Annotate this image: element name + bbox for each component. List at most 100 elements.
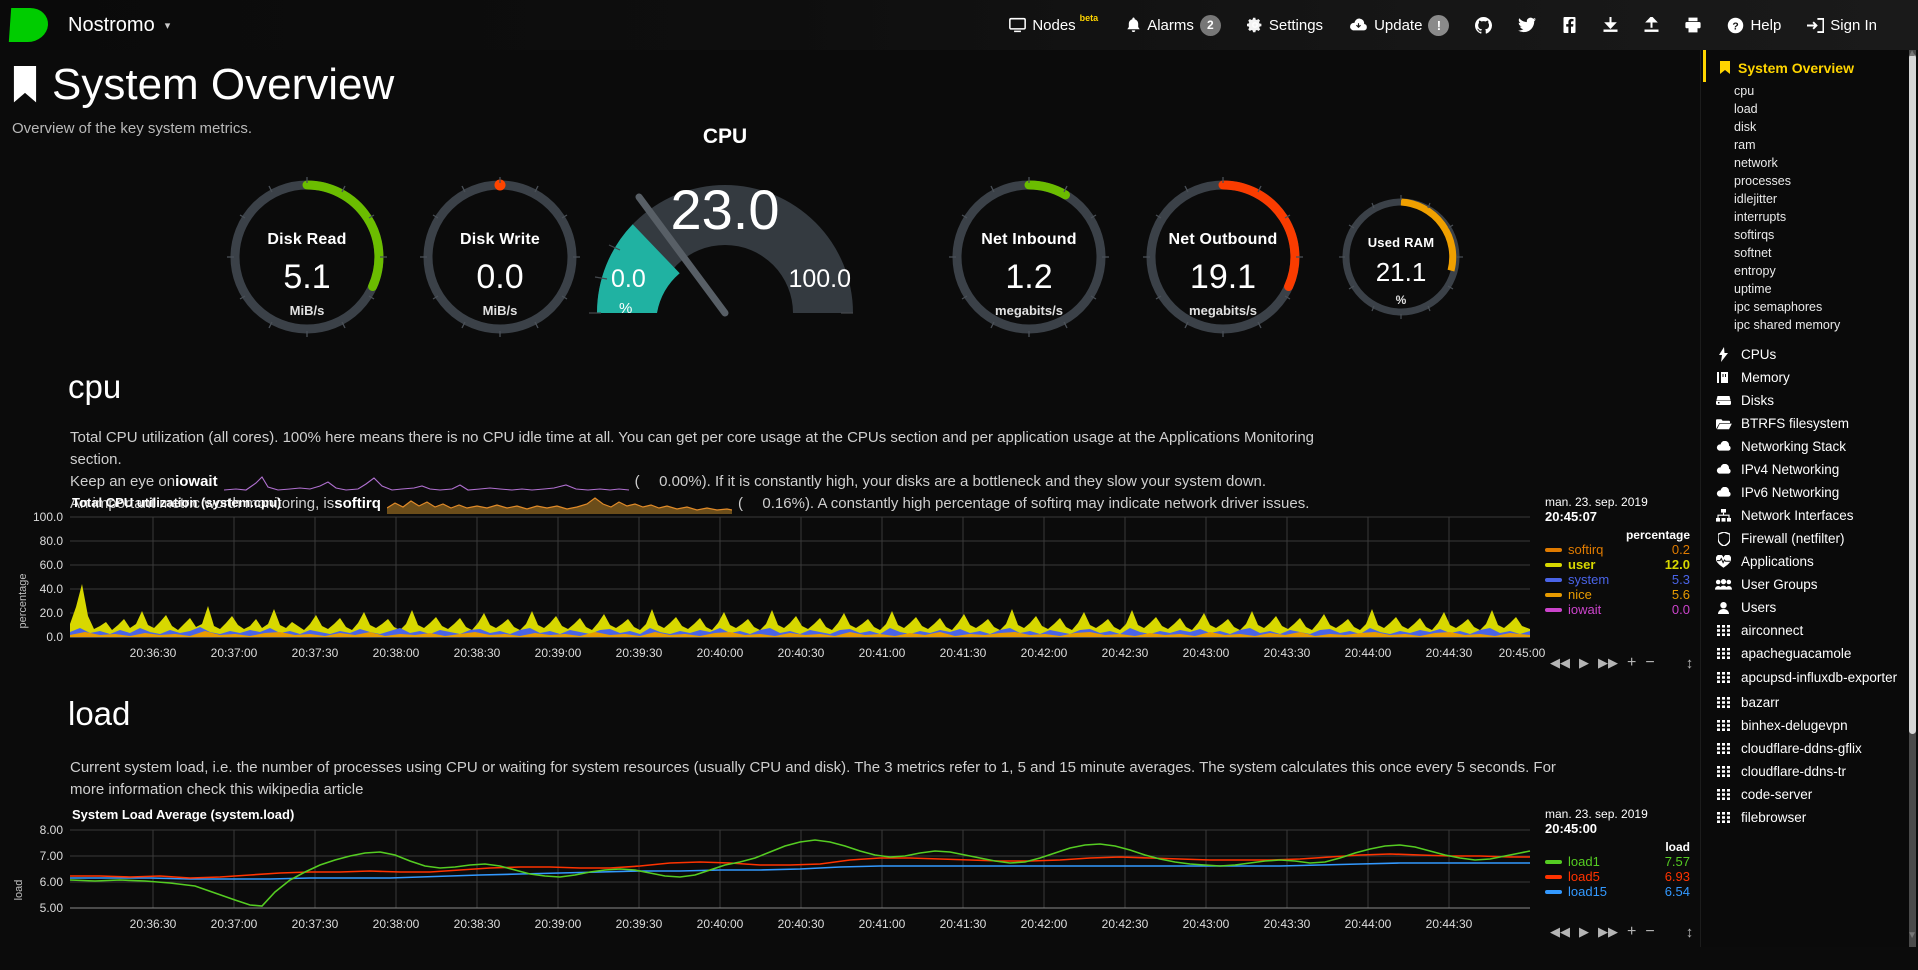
- sidebar-item-cpus[interactable]: CPUs: [1701, 343, 1918, 366]
- nav-alarms[interactable]: Alarms 2: [1113, 0, 1234, 50]
- nav-print[interactable]: [1672, 0, 1714, 50]
- cpu-play-button[interactable]: ▶: [1579, 655, 1589, 670]
- nav-facebook[interactable]: [1549, 0, 1590, 50]
- monitor-icon: [1009, 17, 1027, 32]
- iowait-value: 0.0: [1671, 602, 1690, 617]
- gauge-disk-write[interactable]: Disk Write 0.0 MiB/s: [415, 173, 585, 341]
- load-ytick-6: 6.00: [40, 875, 64, 889]
- sidebar-item-ram[interactable]: ram: [1734, 138, 1756, 152]
- gauge-net-inbound[interactable]: Net Inbound 1.2 megabits/s: [944, 173, 1114, 341]
- chevron-down-icon[interactable]: ▾: [164, 19, 171, 32]
- cpu-info-2-post: ). If it is constantly high, your disks …: [701, 473, 1267, 491]
- sidebar-item-cloudflare-ddns-gflix[interactable]: cloudflare-ddns-gflix: [1701, 737, 1918, 760]
- legend-row-load5[interactable]: load5 6.93: [1545, 869, 1690, 884]
- cpu-gauge-value: 23.0: [670, 178, 780, 241]
- sidebar-scroll-up-arrow[interactable]: ▲: [1907, 50, 1917, 59]
- sidebar-item-interrupts[interactable]: interrupts: [1734, 210, 1787, 224]
- sidebar-item-load[interactable]: load: [1734, 102, 1758, 116]
- sidebar-item-ipc-semaphores[interactable]: ipc semaphores: [1734, 300, 1823, 314]
- sidebar-item-apacheguacamole[interactable]: apacheguacamole: [1701, 642, 1918, 665]
- sidebar-item-network-interfaces[interactable]: Network Interfaces: [1701, 504, 1918, 527]
- nav-export[interactable]: [1631, 0, 1672, 50]
- sidebar-item-apcupsd-influxdb-exporter[interactable]: apcupsd-influxdb-exporter: [1701, 665, 1918, 691]
- nav-nodes-label: Nodes: [1032, 16, 1076, 34]
- sidebar-scrollbar-thumb[interactable]: [1909, 54, 1916, 734]
- legend-row-softirq[interactable]: softirq 0.2: [1545, 542, 1690, 557]
- chart-system-load[interactable]: System Load Average (system.load) load 8…: [0, 807, 1700, 960]
- sidebar-item-ipc-shared-memory[interactable]: ipc shared memory: [1734, 318, 1841, 332]
- nav-settings[interactable]: Settings: [1234, 0, 1336, 50]
- legend-row-load15[interactable]: load15 6.54: [1545, 884, 1690, 899]
- sidebar-item-filebrowser[interactable]: filebrowser: [1701, 806, 1918, 829]
- sidebar-item-btrfs-filesystem[interactable]: BTRFS filesystem: [1701, 412, 1918, 435]
- sidebar-item-network[interactable]: network: [1734, 156, 1778, 170]
- sidebar-item-memory[interactable]: Memory: [1701, 366, 1918, 389]
- legend-row-iowait[interactable]: iowait 0.0: [1545, 602, 1690, 617]
- sidebar-item-binhex-label: binhex-delugevpn: [1741, 718, 1848, 734]
- sidebar-item-binhex-delugevpn[interactable]: binhex-delugevpn: [1701, 714, 1918, 737]
- host-name[interactable]: Nostromo: [68, 13, 155, 36]
- load-zoom-in-button[interactable]: +: [1627, 923, 1637, 940]
- chart-system-cpu-toolbox[interactable]: ◀◀ ▶ ▶▶ + − ↕: [1550, 654, 1693, 672]
- sidebar-item-applications[interactable]: Applications: [1701, 550, 1918, 573]
- nav-nodes[interactable]: Nodes beta: [996, 0, 1113, 50]
- sidebar-item-cloudflare-ddns-tr[interactable]: cloudflare-ddns-tr: [1701, 760, 1918, 783]
- legend-row-user[interactable]: user 12.0: [1545, 557, 1690, 572]
- sidebar-item-code-server[interactable]: code-server: [1701, 783, 1918, 806]
- sidebar-item-ipv4-networking[interactable]: IPv4 Networking: [1701, 458, 1918, 481]
- cpu-reset-button[interactable]: ◀◀: [1550, 655, 1570, 670]
- sidebar-item-firewall[interactable]: Firewall (netfilter): [1701, 527, 1918, 550]
- legend-row-system[interactable]: system 5.3: [1545, 572, 1690, 587]
- sidebar-item-softnet[interactable]: softnet: [1734, 246, 1772, 260]
- sidebar-scroll-down-arrow[interactable]: ▼: [1907, 930, 1917, 941]
- sidebar-item-ipv6-label: IPv6 Networking: [1741, 485, 1840, 500]
- sidebar-item-softirqs[interactable]: softirqs: [1734, 228, 1775, 242]
- load-play-button[interactable]: ▶: [1579, 924, 1589, 939]
- gauge-disk-read[interactable]: Disk Read 5.1 MiB/s: [222, 173, 392, 341]
- nav-twitter[interactable]: [1505, 0, 1549, 50]
- used-ram-value: 21.1: [1375, 257, 1427, 287]
- load-resize-handle[interactable]: ↕: [1685, 923, 1694, 941]
- nav-signin[interactable]: Sign In: [1794, 0, 1890, 50]
- legend-row-nice[interactable]: nice 5.6: [1545, 587, 1690, 602]
- nav-settings-label: Settings: [1268, 16, 1324, 34]
- sidebar-item-disk[interactable]: disk: [1734, 120, 1757, 134]
- svg-text:20:42:00: 20:42:00: [1021, 917, 1068, 931]
- sidebar-item-airconnect[interactable]: airconnect: [1701, 619, 1918, 642]
- gauge-used-ram[interactable]: Used RAM 21.1 %: [1336, 193, 1466, 321]
- load-reset-button[interactable]: ◀◀: [1550, 924, 1570, 939]
- legend-row-load1[interactable]: load1 7.57: [1545, 854, 1690, 869]
- sidebar-item-user-groups[interactable]: User Groups: [1701, 573, 1918, 596]
- sidebar-item-entropy[interactable]: entropy: [1734, 264, 1776, 278]
- chart-system-cpu[interactable]: Total CPU utilization (system.cpu) perce…: [0, 495, 1700, 678]
- gauge-net-outbound[interactable]: Net Outbound 19.1 megabits/s: [1138, 173, 1308, 341]
- sidebar-item-networking-stack[interactable]: Networking Stack: [1701, 435, 1918, 458]
- cpu-zoom-in-button[interactable]: +: [1627, 654, 1637, 671]
- sidebar-item-bazarr[interactable]: bazarr: [1701, 691, 1918, 714]
- nav-import[interactable]: [1590, 0, 1631, 50]
- sidebar-item-cpu[interactable]: cpu: [1734, 84, 1755, 98]
- nav-help[interactable]: ? Help: [1714, 0, 1794, 50]
- cpu-forward-button[interactable]: ▶▶: [1598, 655, 1618, 670]
- cpu-resize-handle[interactable]: ↕: [1685, 654, 1694, 672]
- sidebar-item-btrfs-label: BTRFS filesystem: [1741, 416, 1850, 431]
- user-name: user: [1568, 557, 1596, 572]
- svg-text:20:40:30: 20:40:30: [778, 646, 825, 660]
- chart-system-load-toolbox[interactable]: ◀◀ ▶ ▶▶ + − ↕: [1550, 923, 1693, 941]
- netdata-logo-icon[interactable]: [8, 8, 50, 42]
- sidebar-item-ipv6-networking[interactable]: IPv6 Networking: [1701, 481, 1918, 504]
- sidebar-item-idlejitter[interactable]: idlejitter: [1734, 192, 1778, 206]
- section-load-title: load: [68, 695, 131, 732]
- cpu-zoom-out-button[interactable]: −: [1645, 654, 1655, 671]
- load-forward-button[interactable]: ▶▶: [1598, 924, 1618, 939]
- sidebar-item-firewall-label: Firewall (netfilter): [1741, 531, 1845, 546]
- nav-update[interactable]: Update !: [1336, 0, 1462, 50]
- sidebar-item-processes[interactable]: processes: [1734, 174, 1791, 188]
- sidebar-item-users[interactable]: Users: [1701, 596, 1918, 619]
- sidebar-item-disks[interactable]: Disks: [1701, 389, 1918, 412]
- gauge-cpu[interactable]: CPU 23.0 0.0 % 100.0: [585, 125, 865, 345]
- nav-github[interactable]: [1462, 0, 1505, 50]
- load-zoom-out-button[interactable]: −: [1645, 923, 1655, 940]
- sidebar-item-uptime[interactable]: uptime: [1734, 282, 1772, 296]
- sidebar-section-system-overview[interactable]: System Overview: [1703, 50, 1918, 82]
